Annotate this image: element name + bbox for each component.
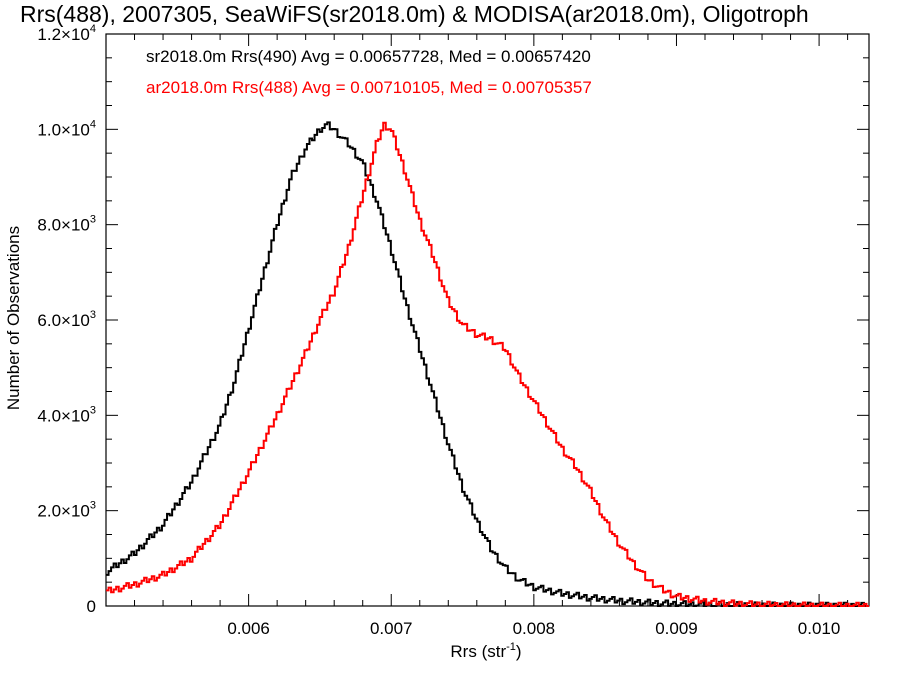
legend: sr2018.0m Rrs(490) Avg = 0.00657728, Med… [146, 47, 592, 97]
x-axis-label-sup: -1 [506, 641, 516, 653]
y-tick-label: 8.0×103 [37, 214, 96, 235]
series-group [106, 121, 869, 607]
legend-entry-1: sr2018.0m Rrs(490) Avg = 0.00657728, Med… [146, 47, 591, 66]
y-tick-label: 0 [87, 597, 96, 616]
x-tick-label: 0.006 [227, 619, 270, 638]
x-tick-label: 0.010 [798, 619, 841, 638]
x-axis-label-main: Rrs (str [450, 642, 506, 661]
y-tick-label: 1.2×104 [37, 23, 96, 44]
y-tick-label: 4.0×103 [37, 404, 96, 425]
x-tick-label: 0.008 [513, 619, 556, 638]
y-axis-label: Number of Observations [4, 226, 23, 410]
x-axis-label-tail: ) [516, 642, 522, 661]
plot-frame [105, 33, 870, 607]
chart-title: Rrs(488), 2007305, SeaWiFS(sr2018.0m) & … [20, 1, 809, 27]
series-line-1 [106, 121, 869, 607]
x-axis: 0.006 0.007 0.008 0.009 0.010 [134, 34, 849, 638]
x-tick-label: 0.007 [370, 619, 413, 638]
plot-border [105, 33, 870, 607]
series-line-2 [106, 121, 869, 607]
y-axis: 0 2.0×103 4.0×103 6.0×103 8.0×103 1.0×104 1.2×… [37, 23, 869, 616]
legend-entry-2: ar2018.0m Rrs(488) Avg = 0.00710105, Med… [146, 78, 592, 97]
x-tick-label: 0.009 [655, 619, 698, 638]
x-axis-label: Rrs (str-1) [450, 641, 521, 661]
y-tick-label: 6.0×103 [37, 309, 96, 330]
y-tick-label: 1.0×104 [37, 118, 96, 139]
y-tick-label: 2.0×103 [37, 500, 96, 521]
